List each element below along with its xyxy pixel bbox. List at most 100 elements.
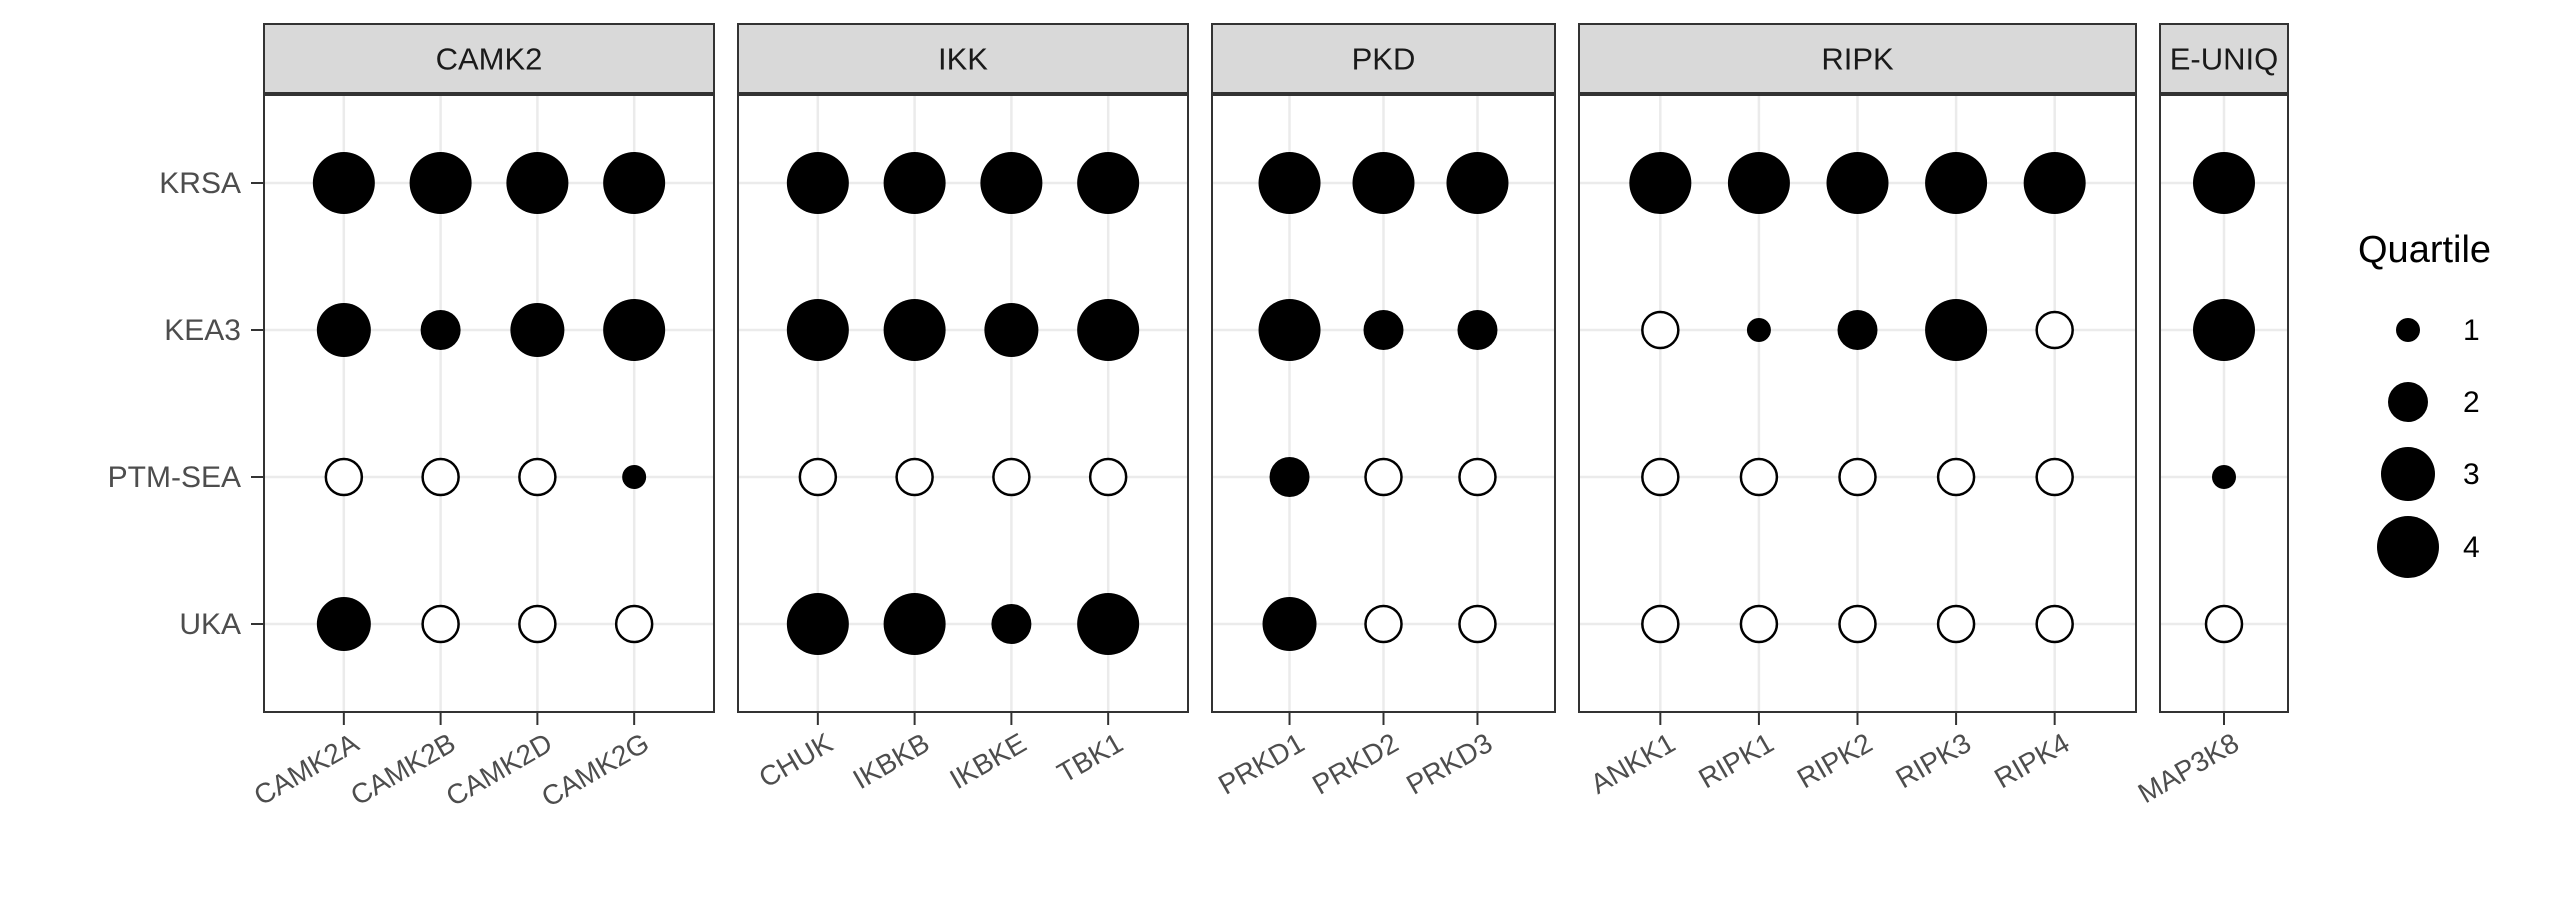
data-point-empty [518,604,557,644]
x-tick-label: PRKD3 [1401,727,1497,801]
data-point-empty [2035,604,2074,644]
y-tick-label: UKA [179,608,241,641]
facet-strip [2159,23,2289,94]
x-tick-label: IKBKE [944,727,1031,795]
data-point [883,299,946,361]
data-point-empty [1838,457,1877,497]
data-point [980,152,1043,214]
data-point [1077,299,1140,361]
data-point-empty [421,457,460,497]
data-point [1262,597,1317,651]
data-point [786,299,849,361]
legend-label: 1 [2463,314,2480,347]
data-point-empty [1641,457,1680,497]
data-point [1925,152,1988,214]
data-point [2193,152,2255,214]
legend-title: Quartile [2358,229,2491,271]
x-tick-label: PRKD1 [1213,727,1309,801]
data-point-empty [518,457,557,497]
data-point-empty [1641,604,1680,644]
data-point [1352,152,1415,214]
legend-key [2381,447,2435,501]
data-point [786,152,849,214]
legend-label: 3 [2463,458,2480,491]
data-point-empty [1458,604,1497,644]
facet-strip-label: PKD [1352,42,1416,77]
data-point [2212,465,2236,489]
x-tick-label: MAP3K8 [2133,727,2244,809]
facet-strip [737,23,1189,94]
data-point [1363,310,1404,350]
facet-strip-label: IKK [938,42,988,77]
data-point-empty [1936,604,1976,644]
data-point [1826,152,1889,214]
facet-strip-label: E-UNIQ [2170,42,2279,77]
data-point [1746,318,1771,342]
legend-label: 4 [2463,531,2480,564]
data-point [991,604,1032,644]
data-point-empty [2204,604,2244,644]
legend-key [2388,382,2428,422]
x-tick-label: RIPK4 [1989,727,2075,794]
data-point-empty [324,457,364,497]
facet-panel-ikk: IKK CHUK IKBKB IKBKE TBK1 [737,23,1189,795]
data-point [1258,152,1321,214]
data-point [1925,299,1988,361]
facet-strip [1578,23,2137,94]
data-point [622,465,647,489]
facet-strip [263,23,715,94]
data-point-empty [895,457,934,497]
x-tick-label: CAMK2A [249,727,364,812]
data-point-empty [2035,457,2074,497]
data-point-empty [1739,604,1779,644]
data-point-empty [2035,310,2074,350]
data-point [2023,152,2086,214]
data-point-empty [1364,457,1403,497]
data-point-empty [1088,457,1128,497]
data-point [786,593,849,655]
facet-strip-label: RIPK [1821,42,1894,77]
data-point-empty [1739,457,1779,497]
y-tick-label: KRSA [159,167,241,200]
legend: Quartile 1 2 3 4 [2358,229,2491,578]
x-tick-label: IKBKB [848,727,935,795]
data-point [603,152,666,214]
data-point-empty [1458,457,1497,497]
data-point [603,299,666,361]
data-point [409,152,472,214]
data-point-empty [992,457,1031,497]
data-point [984,303,1039,357]
x-tick-label: PRKD2 [1307,727,1403,801]
x-tick-label: TBK1 [1052,727,1128,789]
panel-border [263,94,715,713]
data-point [420,310,461,350]
x-tick-label: CHUK [754,727,838,794]
data-point [1727,152,1790,214]
data-point-empty [1838,604,1877,644]
x-tick-label: RIPK3 [1890,727,1976,794]
panel-border [737,94,1189,713]
x-tick-label: RIPK1 [1693,727,1779,794]
data-point [1269,457,1310,497]
data-point [883,593,946,655]
data-point [316,303,371,357]
x-tick-label: CAMK2D [441,727,558,812]
legend-key [2396,318,2420,342]
data-point-empty [1641,310,1680,350]
facet-strip [1211,23,1556,94]
x-tick-label: ANKK1 [1585,727,1680,800]
data-point [506,152,569,214]
data-point-empty [1936,457,1976,497]
data-point [1077,593,1140,655]
data-point [1258,299,1321,361]
data-point [1629,152,1692,214]
data-point [1077,152,1140,214]
data-point [1457,310,1498,350]
y-tick-label: KEA3 [164,314,241,347]
data-point [2193,299,2255,361]
y-tick-label: PTM-SEA [108,461,241,494]
facet-panel-e-uniq: E-UNIQ MAP3K8 [2133,23,2289,809]
